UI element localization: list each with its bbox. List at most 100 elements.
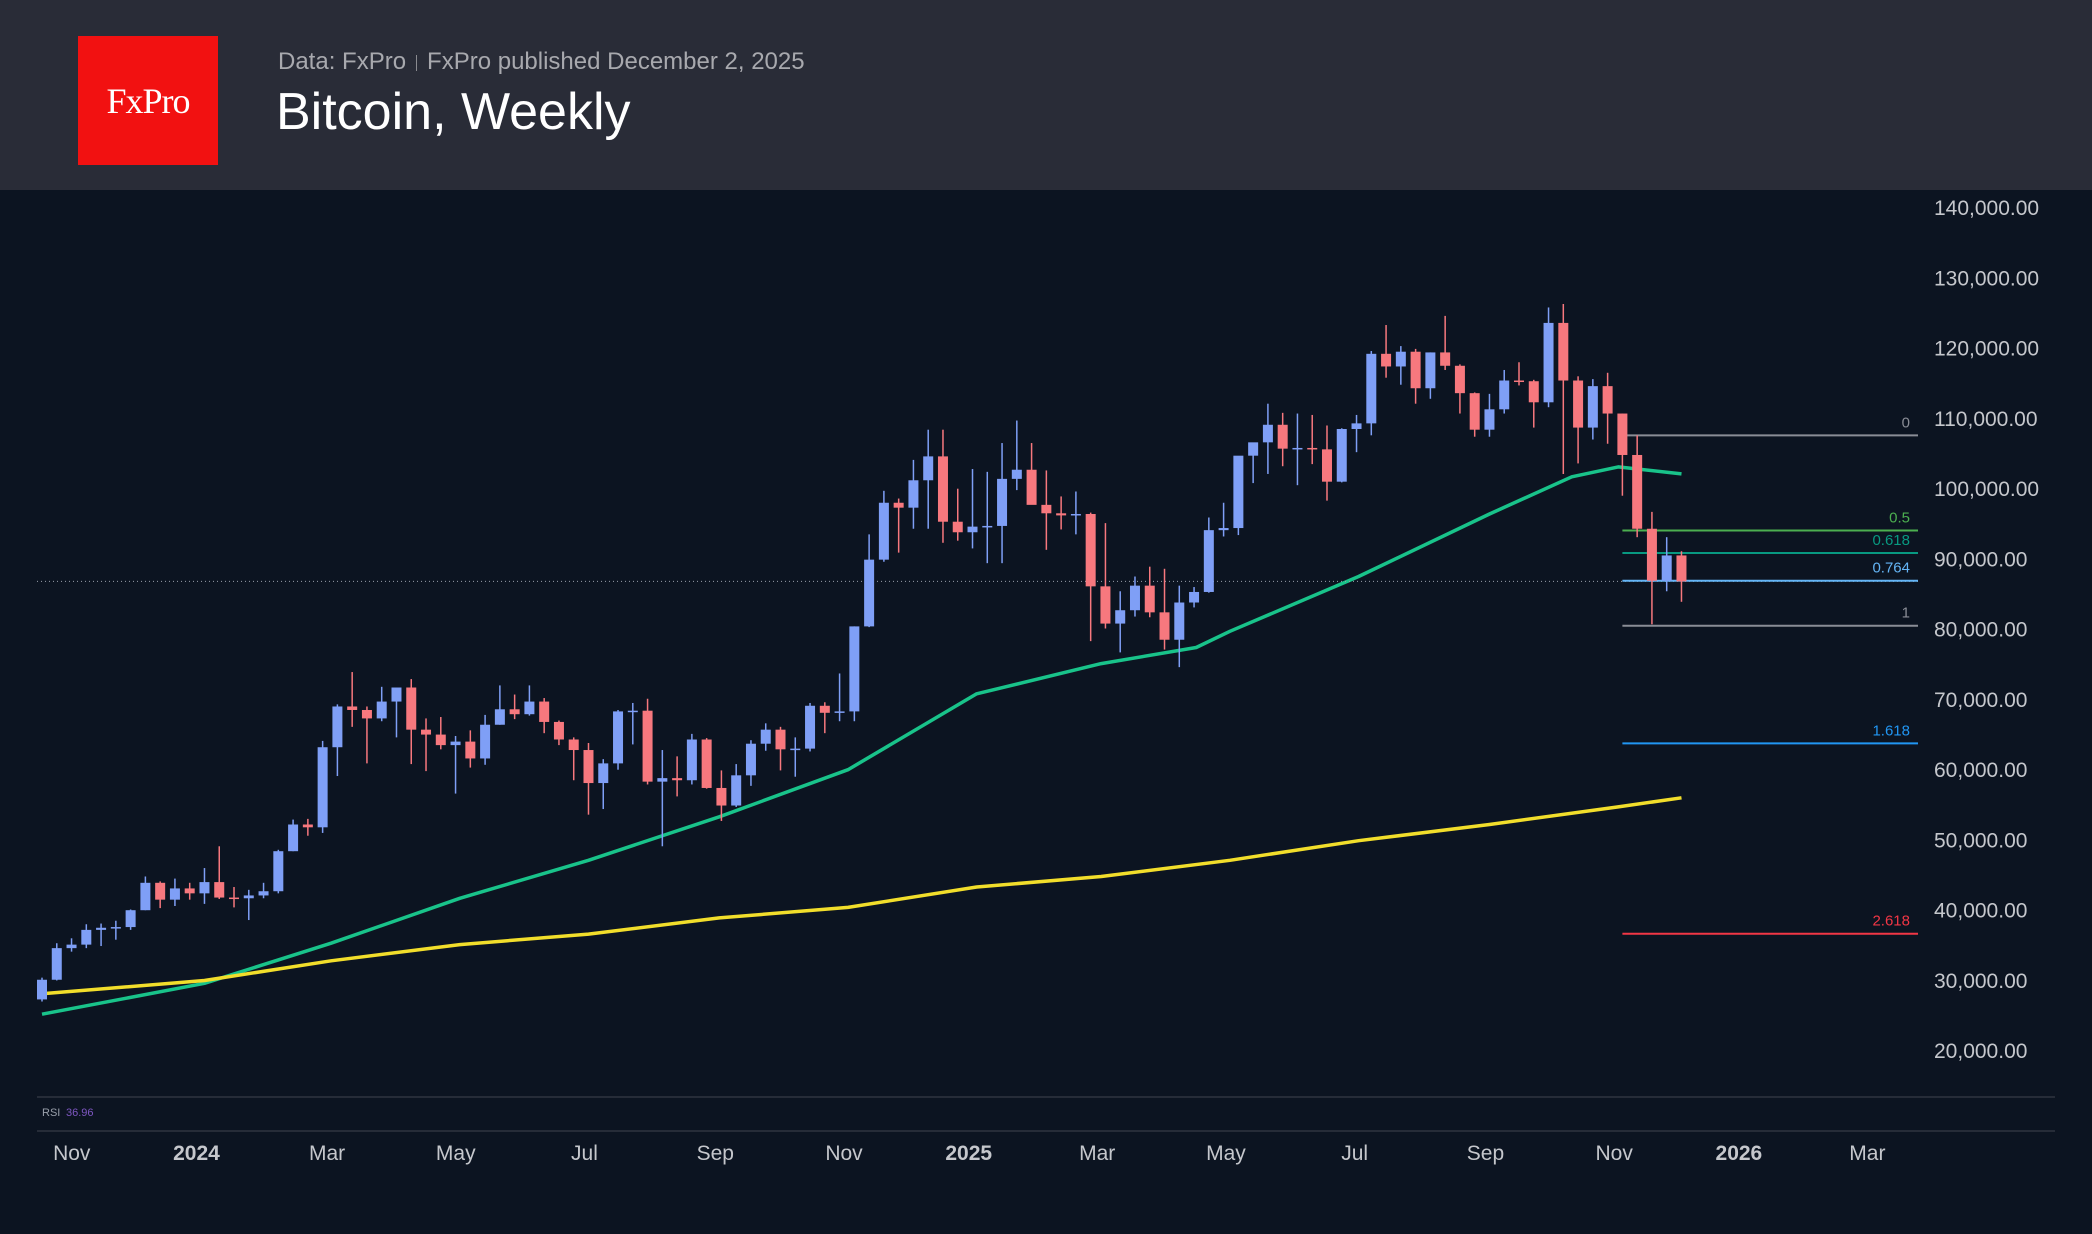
candle-up [760, 729, 771, 744]
candle-down [1617, 413, 1628, 455]
x-tick-label: Jul [1341, 1142, 1368, 1165]
candle-down [1632, 454, 1643, 529]
candle-down [509, 709, 520, 715]
candle-up [332, 706, 343, 748]
candle-down [184, 888, 195, 894]
candle-up [686, 739, 697, 781]
candle-down [1528, 381, 1539, 403]
candle-up [1189, 591, 1200, 603]
candle-down [465, 741, 476, 759]
candle-up [657, 778, 668, 782]
candle-up [1070, 513, 1081, 516]
candle-down [1085, 513, 1096, 587]
candle-up [66, 944, 77, 949]
candle-up [494, 709, 505, 725]
candle-down [1410, 351, 1421, 389]
candle-up [1218, 528, 1229, 531]
separator [416, 54, 418, 71]
candle-down [214, 882, 225, 898]
candle-up [849, 626, 860, 712]
candle-up [1484, 409, 1495, 430]
candle-up [1351, 423, 1362, 429]
candle-down [642, 710, 653, 782]
y-tick-label: 90,000.00 [1934, 548, 2027, 571]
candle-up [598, 763, 609, 784]
candle-down [539, 701, 550, 722]
candle-up [745, 743, 756, 776]
candle-down [1381, 353, 1392, 367]
candle-up [790, 748, 801, 751]
candle-down [583, 750, 594, 784]
candle-up [1262, 424, 1273, 443]
y-tick-label: 140,000.00 [1934, 197, 2039, 220]
candle-up [1587, 386, 1598, 428]
rsi-label: RSI [42, 1107, 60, 1119]
candle-down [1307, 447, 1318, 450]
candle-down [229, 897, 240, 900]
candle-down [1440, 352, 1451, 366]
moving-average-line-1 [41, 465, 1682, 1016]
header: FxPro Data: FxPro FxPro published Decembe… [0, 0, 2092, 190]
x-tick-label: Nov [825, 1142, 863, 1165]
candle-up [864, 559, 875, 627]
x-tick-label: Nov [1595, 1142, 1633, 1165]
fib-level-label: 0.5 [1889, 510, 1910, 527]
candle-up [51, 948, 62, 980]
candle-up [81, 929, 92, 945]
y-tick-label: 60,000.00 [1934, 759, 2027, 782]
y-tick-label: 20,000.00 [1934, 1040, 2027, 1063]
data-source: Data: FxPro [278, 48, 407, 75]
candle-up [140, 882, 151, 911]
fib-level-label: 1.618 [1872, 722, 1910, 739]
logo-text: FxPro [106, 80, 190, 121]
x-tick-label: Mar [1849, 1142, 1885, 1165]
candle-up [967, 526, 978, 533]
candle-down [1041, 504, 1052, 514]
candle-up [908, 480, 919, 508]
candle-down [1676, 555, 1687, 582]
x-tick-label: 2025 [945, 1142, 992, 1165]
candle-down [1159, 612, 1170, 640]
candle-down [701, 739, 712, 788]
candle-down [1469, 393, 1480, 430]
candle-up [878, 502, 889, 560]
x-tick-label: May [436, 1142, 476, 1165]
fib-level-label: 2.618 [1872, 913, 1910, 930]
y-tick-label: 130,000.00 [1934, 267, 2039, 290]
candle-up [96, 927, 107, 930]
candle-down [1514, 380, 1524, 383]
candle-up [1336, 428, 1347, 482]
candle-down [1144, 585, 1155, 613]
candle-down [302, 824, 313, 828]
candle-up [1395, 351, 1406, 367]
candle-down [672, 778, 683, 781]
fib-level-label: 1 [1902, 605, 1910, 622]
candle-down [361, 709, 372, 719]
candle-up [37, 979, 47, 1000]
moving-average-line-2 [41, 796, 1682, 996]
candle-up [997, 478, 1008, 526]
candle-up [110, 927, 121, 929]
candle-up [317, 747, 328, 828]
y-tick-label: 110,000.00 [1934, 408, 2038, 431]
y-tick-label: 40,000.00 [1934, 900, 2027, 923]
x-tick-label: 2026 [1716, 1142, 1763, 1165]
x-tick-label: Mar [309, 1142, 345, 1165]
candle-up [1115, 610, 1126, 624]
candle-down [1454, 365, 1465, 394]
candle-down [1100, 586, 1111, 624]
candle-up [376, 701, 387, 719]
candle-up [1011, 469, 1022, 479]
candle-up [1174, 602, 1185, 640]
candle-down [406, 687, 417, 730]
candle-down [347, 706, 358, 710]
fib-level-label: 0.618 [1872, 532, 1910, 549]
candle-up [243, 895, 254, 899]
fxpro-logo: FxPro [78, 36, 218, 165]
candle-up [923, 456, 934, 481]
published-date: FxPro published December 2, 2025 [427, 48, 805, 75]
candle-up [1366, 353, 1377, 424]
candle-up [1248, 442, 1259, 456]
candle-down [155, 882, 166, 900]
